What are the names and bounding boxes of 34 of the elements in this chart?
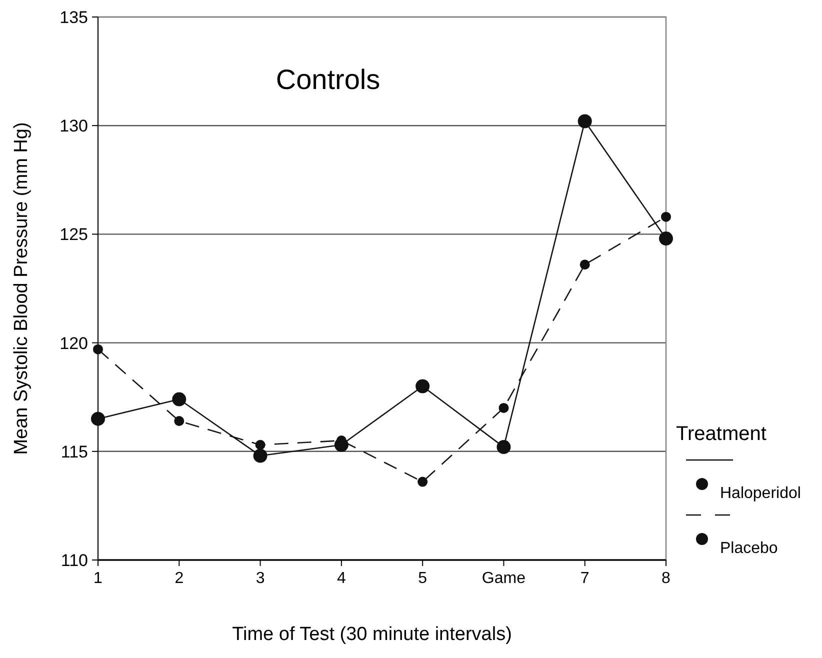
point xyxy=(498,402,509,413)
point xyxy=(418,476,428,487)
x-tick-label: 4 xyxy=(336,570,346,587)
legend-label: Placebo xyxy=(720,540,778,557)
legend-label: Haloperidol xyxy=(720,485,801,502)
y-tick-label: 115 xyxy=(60,442,88,462)
legend-title: Treatment xyxy=(676,423,767,445)
point xyxy=(578,114,592,128)
x-tick-label: 8 xyxy=(662,570,671,587)
x-tick-label: Game xyxy=(482,570,526,587)
y-axis-title: Mean Systolic Blood Pressure (mm Hg) xyxy=(11,122,32,455)
point xyxy=(93,344,103,354)
point xyxy=(253,448,268,463)
y-tick-label: 130 xyxy=(60,116,88,136)
point xyxy=(580,260,590,270)
point xyxy=(416,379,430,394)
point xyxy=(174,416,184,426)
point xyxy=(172,392,186,406)
x-tick-label: 3 xyxy=(256,570,265,587)
x-tick-label: 1 xyxy=(94,570,103,587)
y-tick-label: 125 xyxy=(60,225,88,244)
text: Controls xyxy=(276,64,380,95)
point xyxy=(91,412,105,426)
y-tick-label: 110 xyxy=(60,550,88,570)
x-axis-title: Time of Test (30 minute intervals) xyxy=(232,624,512,645)
x-tick-label: 7 xyxy=(580,570,590,587)
point xyxy=(661,212,671,222)
point xyxy=(496,440,511,454)
point xyxy=(659,232,673,246)
point xyxy=(255,440,266,450)
x-tick-label: 2 xyxy=(174,570,184,587)
y-tick-label: 135 xyxy=(60,8,88,27)
y-tick-label: 120 xyxy=(60,334,88,353)
x-tick-label: 5 xyxy=(418,570,428,587)
